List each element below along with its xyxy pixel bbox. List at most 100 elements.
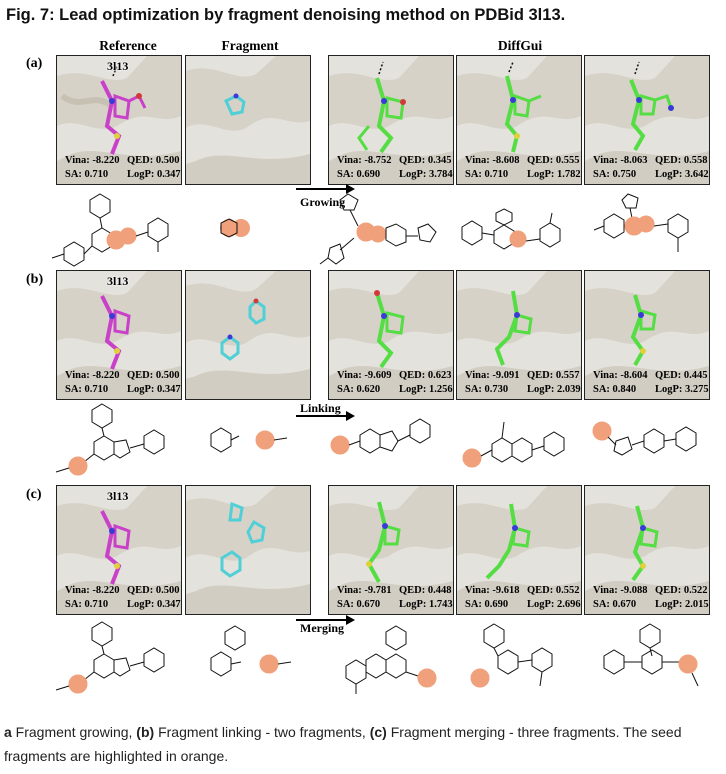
protein-pocket-render [457, 56, 581, 184]
protein-pocket-render [585, 486, 709, 614]
reference-pose-panel-a: 3l13 Vina: -8.220 QED: 0.500 SA: 0.710 Log… [56, 55, 182, 185]
protein-pocket-render [57, 486, 181, 614]
qed-score: QED: 0.500 [127, 155, 180, 166]
caption-text-b: Fragment linking - two fragments, [154, 724, 370, 740]
pdb-id-label: 3l13 [107, 274, 129, 288]
vina-score: Vina: -8.608 [465, 155, 520, 166]
generated-molecule-structure-c3 [603, 623, 699, 687]
protein-pocket-render [186, 486, 310, 614]
reference-pose-panel-c: 3l13 Vina: -8.220 QED: 0.500 SA: 0.710 Log… [56, 485, 182, 615]
logp-score: LogP: 1.256 [399, 384, 453, 395]
qed-score: QED: 0.445 [655, 370, 708, 381]
column-header-reference: Reference [99, 38, 157, 53]
growing-arrow: Growing [296, 184, 356, 211]
vina-score: Vina: -8.752 [337, 155, 392, 166]
protein-pocket-render [57, 271, 181, 399]
sa-score: SA: 0.710 [465, 169, 509, 180]
protein-pocket-render [457, 486, 581, 614]
qed-score: QED: 0.345 [399, 155, 452, 166]
logp-score: LogP: 0.347 [127, 169, 181, 180]
protein-pocket-render [186, 271, 310, 399]
logp-score: LogP: 2.696 [527, 599, 581, 610]
fragment-pose-panel-a [185, 55, 311, 185]
sa-score: SA: 0.710 [65, 384, 109, 395]
protein-pocket-render [57, 56, 181, 184]
protein-pocket-render [585, 56, 709, 184]
sa-score: SA: 0.710 [65, 599, 109, 610]
reference-pose-panel-b: 3l13 Vina: -8.220 QED: 0.500 SA: 0.710 Log… [56, 270, 182, 400]
protein-pocket-render [186, 56, 310, 184]
sa-score: SA: 0.690 [465, 599, 509, 610]
protein-pocket-render [329, 486, 453, 614]
caption-tag-b: (b) [136, 724, 155, 740]
caption-tag-a: a [4, 724, 12, 740]
vina-score: Vina: -9.781 [337, 585, 392, 596]
qed-score: QED: 0.500 [127, 585, 180, 596]
logp-score: LogP: 2.039 [527, 384, 581, 395]
column-header-diffgui: DiffGui [497, 38, 543, 53]
column-header-fragment: Fragment [221, 38, 279, 53]
generated-molecule-structure-a2 [461, 208, 561, 250]
vina-score: Vina: -8.220 [65, 370, 120, 381]
protein-pocket-render [329, 56, 453, 184]
vina-score: Vina: -9.088 [593, 585, 648, 596]
qed-score: QED: 0.448 [399, 585, 452, 596]
logp-score: LogP: 3.784 [399, 169, 453, 180]
qed-score: QED: 0.555 [527, 155, 580, 166]
logp-score: LogP: 3.275 [655, 384, 709, 395]
pdb-id-label: 3l13 [107, 489, 129, 503]
sa-score: SA: 0.840 [593, 384, 637, 395]
qed-score: QED: 0.557 [527, 370, 580, 381]
row-label-c: (c) [26, 487, 42, 502]
generated-pose-panel-a1: Vina: -8.752 QED: 0.345 SA: 0.690 LogP: 3.… [328, 55, 454, 185]
sa-score: SA: 0.710 [65, 169, 109, 180]
row-label-a: (a) [26, 56, 43, 71]
fragment-molecule-structure-a [220, 218, 250, 238]
logp-score: LogP: 0.347 [127, 384, 181, 395]
reference-molecule-structure-b [55, 403, 165, 476]
sa-score: SA: 0.670 [337, 599, 381, 610]
logp-score: LogP: 2.015 [655, 599, 709, 610]
protein-pocket-render [585, 271, 709, 399]
generated-pose-panel-b2: Vina: -9.091 QED: 0.557 SA: 0.730 LogP: 2.… [456, 270, 582, 400]
generated-molecule-structure-a3 [593, 193, 689, 252]
generated-molecule-structure-c2 [470, 623, 553, 688]
merging-arrow: Merging [296, 615, 356, 641]
qed-score: QED: 0.500 [127, 370, 180, 381]
caption-text-c: Fragment merging - three fragments. The … [4, 724, 682, 764]
generated-molecule-structure-b3 [592, 421, 697, 456]
fragment-molecule-structure-b [210, 427, 288, 453]
logp-score: LogP: 3.642 [655, 169, 709, 180]
generated-pose-panel-a2: Vina: -8.608 QED: 0.555 SA: 0.710 LogP: 1.… [456, 55, 582, 185]
figure-caption: a Fragment growing, (b) Fragment linking… [4, 720, 720, 768]
pdb-id-label: 3l13 [107, 59, 129, 73]
vina-score: Vina: -9.091 [465, 370, 520, 381]
fragment-pose-panel-c [185, 485, 311, 615]
caption-tag-c: (c) [369, 724, 387, 740]
sa-score: SA: 0.690 [337, 169, 381, 180]
vina-score: Vina: -9.609 [337, 370, 392, 381]
generated-pose-panel-b3: Vina: -8.604 QED: 0.445 SA: 0.840 LogP: 3.… [584, 270, 710, 400]
protein-pocket-render [329, 271, 453, 399]
generated-molecule-structure-b2 [462, 421, 565, 468]
qed-score: QED: 0.558 [655, 155, 708, 166]
generated-molecule-structure-c1 [345, 625, 437, 694]
sa-score: SA: 0.670 [593, 599, 637, 610]
generated-pose-panel-c3: Vina: -9.088 QED: 0.522 SA: 0.670 LogP: 2.… [584, 485, 710, 615]
qed-score: QED: 0.522 [655, 585, 708, 596]
linking-arrow: Linking [296, 401, 356, 427]
vina-score: Vina: -8.220 [65, 155, 120, 166]
qed-score: QED: 0.623 [399, 370, 452, 381]
sa-score: SA: 0.620 [337, 384, 381, 395]
generated-pose-panel-a3: Vina: -8.063 QED: 0.558 SA: 0.750 LogP: 3.… [584, 55, 710, 185]
logp-score: LogP: 1.782 [527, 169, 581, 180]
vina-score: Vina: -8.063 [593, 155, 648, 166]
logp-score: LogP: 0.347 [127, 599, 181, 610]
generated-molecule-structure-b1 [330, 418, 431, 455]
row-label-b: (b) [26, 272, 44, 287]
sa-score: SA: 0.730 [465, 384, 509, 395]
vina-score: Vina: -9.618 [465, 585, 520, 596]
generated-pose-panel-b1: Vina: -9.609 QED: 0.623 SA: 0.620 LogP: 1.… [328, 270, 454, 400]
vina-score: Vina: -8.220 [65, 585, 120, 596]
logp-score: LogP: 1.743 [399, 599, 453, 610]
